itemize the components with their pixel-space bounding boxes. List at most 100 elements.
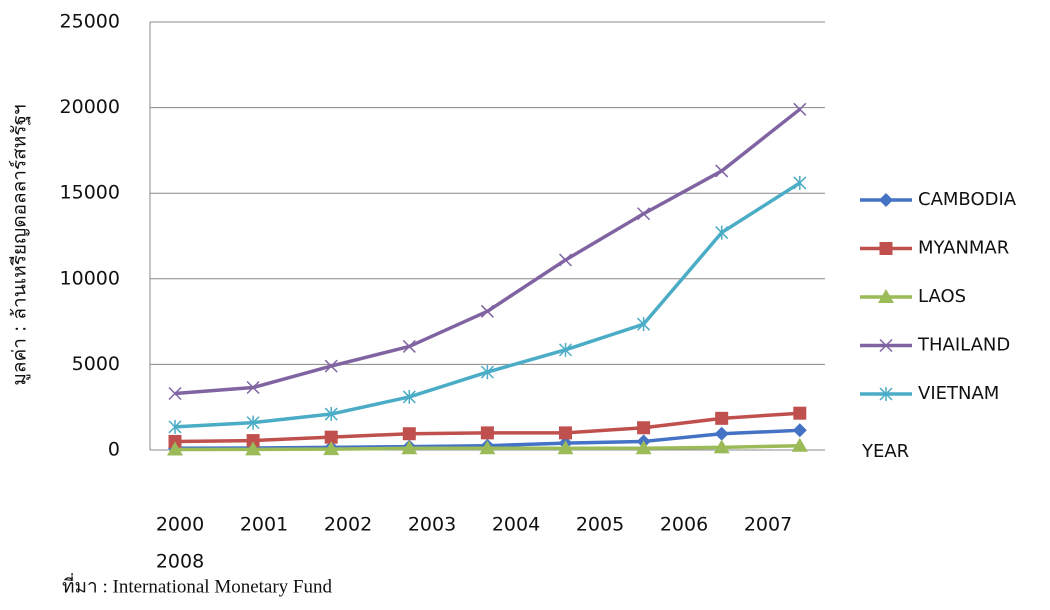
marker: [479, 440, 496, 455]
marker-shape: [793, 102, 807, 116]
marker: [402, 389, 416, 404]
marker-shape: [879, 338, 893, 353]
marker-shape: [557, 440, 574, 455]
marker: [879, 387, 893, 401]
marker: [401, 440, 418, 455]
marker-shape: [402, 427, 416, 441]
marker: [480, 365, 494, 380]
marker: [792, 423, 807, 438]
legend-label: VIETNAM: [918, 383, 999, 404]
marker: [879, 242, 893, 255]
marker: [714, 426, 729, 441]
y-tick-label: 20000: [60, 96, 120, 118]
marker-shape: [637, 317, 651, 332]
marker-shape: [480, 426, 494, 440]
marker-shape: [324, 430, 338, 444]
marker-shape: [246, 380, 260, 395]
x-tick-label: 2004: [492, 514, 540, 536]
marker: [793, 175, 807, 190]
marker: [324, 359, 338, 373]
series-line: [174, 181, 801, 429]
x-tick-label: 2000: [156, 514, 204, 536]
marker-shape: [246, 434, 260, 448]
marker-shape: [791, 437, 808, 452]
marker-shape: [480, 365, 494, 380]
x-tick-label: 2008: [156, 551, 204, 573]
marker: [246, 434, 260, 448]
marker-shape: [324, 407, 338, 422]
marker: [793, 406, 807, 420]
marker: [557, 440, 574, 455]
source-note: ที่มา : International Monetary Fund: [62, 572, 332, 597]
marker-shape: [879, 387, 893, 401]
marker-shape: [715, 411, 729, 425]
x-tick-label: 2006: [660, 514, 708, 536]
marker: [324, 430, 338, 444]
marker: [168, 434, 182, 448]
marker-shape: [713, 439, 730, 454]
marker-shape: [246, 415, 260, 430]
marker-shape: [637, 207, 651, 221]
marker-shape: [401, 440, 418, 455]
marker: [793, 102, 807, 116]
x-axis-label: YEAR: [861, 441, 909, 462]
marker-shape: [324, 359, 338, 373]
marker: [402, 339, 416, 353]
marker-shape: [879, 242, 893, 255]
marker-shape: [479, 440, 496, 455]
marker-shape: [402, 389, 416, 404]
marker: [559, 426, 572, 440]
legend-label: LAOS: [918, 286, 966, 307]
marker-shape: [168, 434, 182, 448]
marker-shape: [793, 175, 807, 190]
marker: [402, 427, 416, 441]
marker-shape: [558, 342, 573, 357]
marker: [480, 304, 494, 318]
marker-shape: [168, 419, 182, 434]
legend-label: THAILAND: [917, 335, 1010, 356]
marker: [879, 193, 893, 207]
y-tick-label: 10000: [60, 267, 120, 289]
marker: [637, 317, 651, 332]
y-axis-label: มูลค่า : ล้านเหรียญดอลลาร์สหรัฐฯ: [9, 104, 31, 385]
marker: [168, 419, 182, 434]
marker-shape: [714, 426, 729, 441]
x-tick-label: 2005: [576, 514, 624, 536]
marker: [637, 207, 651, 221]
marker-shape: [480, 304, 494, 318]
marker-shape: [792, 423, 807, 438]
marker-shape: [637, 421, 651, 435]
marker: [246, 380, 260, 395]
marker: [167, 441, 183, 456]
marker: [246, 415, 260, 430]
marker-shape: [635, 440, 652, 455]
marker-shape: [245, 441, 262, 456]
y-tick-label: 0: [108, 439, 120, 461]
y-tick-label: 15000: [60, 182, 120, 204]
marker: [323, 441, 340, 456]
marker: [878, 289, 894, 303]
y-tick-label: 25000: [60, 11, 120, 33]
marker-shape: [559, 426, 572, 440]
marker: [715, 164, 729, 178]
x-tick-label: 2002: [324, 514, 372, 536]
marker: [637, 421, 651, 435]
marker-shape: [878, 289, 894, 303]
marker-shape: [167, 441, 183, 456]
marker: [879, 338, 893, 353]
marker-shape: [793, 406, 807, 420]
x-tick-label: 2003: [408, 514, 456, 536]
marker: [558, 342, 573, 357]
marker-shape: [715, 225, 729, 240]
legend-label: CAMBODIA: [918, 189, 1017, 210]
marker-shape: [879, 193, 893, 207]
marker: [168, 386, 182, 401]
marker: [791, 437, 808, 452]
marker-shape: [402, 339, 416, 353]
marker-shape: [715, 164, 729, 178]
y-tick-label: 5000: [72, 353, 120, 375]
marker: [245, 441, 262, 456]
marker: [558, 253, 573, 267]
